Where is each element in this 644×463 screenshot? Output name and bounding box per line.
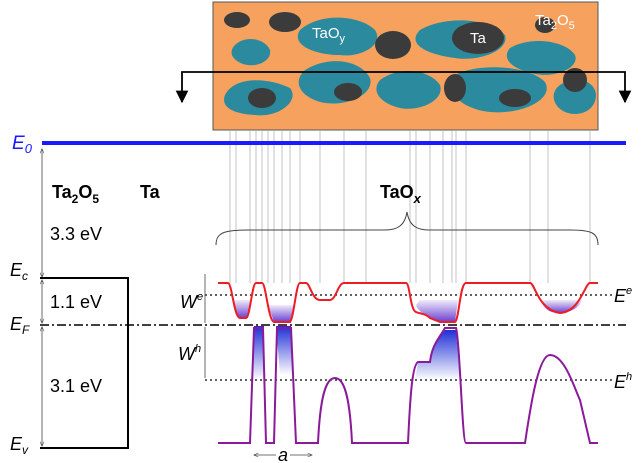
e0-label: E0 <box>12 133 33 156</box>
valence-band <box>218 328 598 443</box>
projection-lines <box>230 130 590 283</box>
lower-gap-label: 3.1 eV <box>50 376 102 396</box>
upper-gap-label: 1.1 eV <box>50 292 102 312</box>
ec-label: Ec <box>10 260 28 283</box>
ta-blob <box>375 31 411 59</box>
ee-label: Ee <box>614 285 632 306</box>
hole-shade <box>415 330 460 380</box>
electron-shade <box>416 300 458 322</box>
ta-blob <box>269 12 301 32</box>
carrier-shading <box>232 300 582 380</box>
ta2o5-material: Ta2O5 <box>52 182 99 206</box>
eh-label: Eh <box>614 371 632 392</box>
inset: TaOy Ta Ta2O5 <box>182 2 625 130</box>
wh-label: Wh <box>178 343 201 364</box>
ta-blob <box>248 88 276 108</box>
ta-blob <box>224 12 250 28</box>
ta-material: Ta <box>140 182 161 202</box>
ta-blob <box>444 74 466 102</box>
vacuum-gap-label: 3.3 eV <box>50 224 102 244</box>
a-label: a <box>278 445 288 463</box>
ta-blob <box>499 89 531 107</box>
ta-label: Ta <box>470 30 487 47</box>
ef-label: EF <box>10 314 30 337</box>
ev-label: Ev <box>10 434 29 457</box>
brace <box>216 212 598 245</box>
band-diagram: TaOy Ta Ta2O5 E0 3.3 eV 1.1 eV 3.1 eV Ta… <box>0 0 644 463</box>
ta-blob <box>334 83 362 101</box>
we-label: We <box>180 291 203 312</box>
tao-x-material: TaOx <box>380 182 422 206</box>
